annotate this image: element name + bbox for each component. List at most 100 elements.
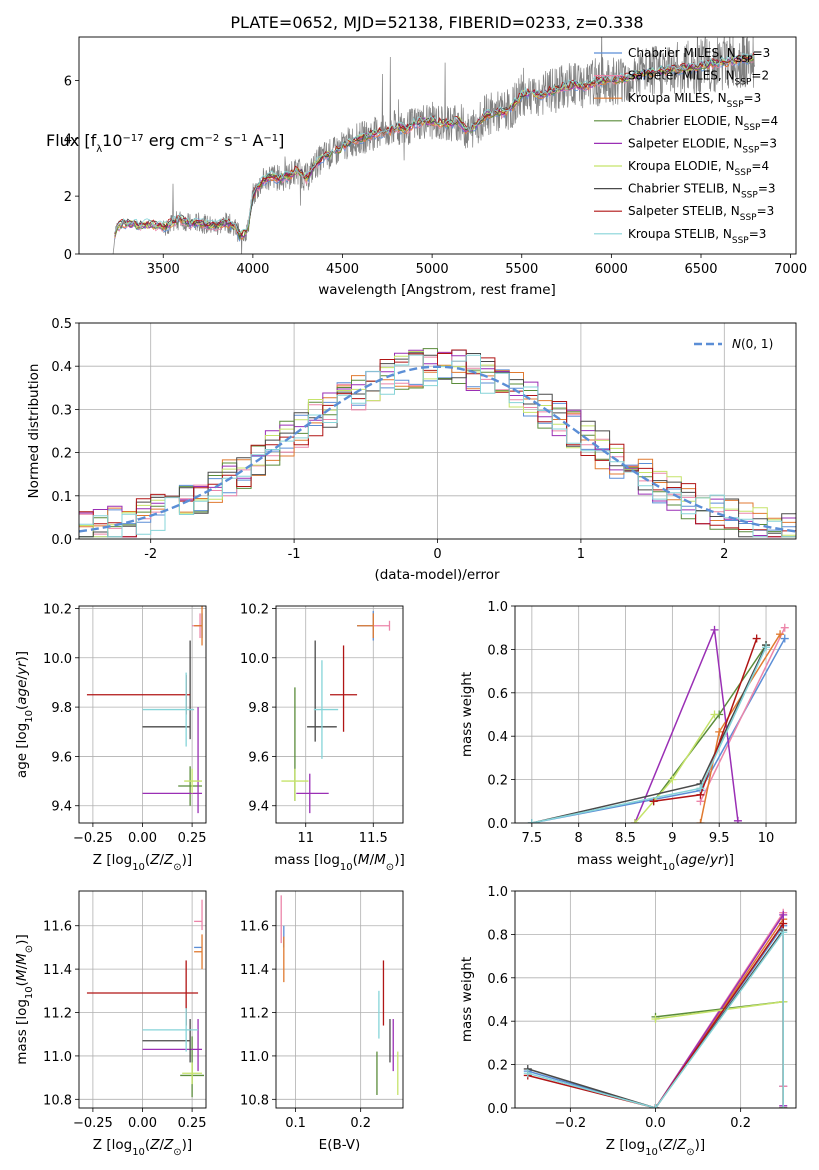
legend-label: Kroupa STELIB, N <box>628 227 732 241</box>
y-tick-label: 10.0 <box>240 652 269 667</box>
label-part: / <box>672 1137 677 1153</box>
label-part: A <box>247 131 263 150</box>
legend-count: =3 <box>749 227 767 241</box>
label-part: ⊙ <box>173 1147 181 1158</box>
axes-frame <box>78 890 207 1109</box>
legend-count: =4 <box>751 159 769 173</box>
plot-area-spectrum <box>112 37 756 254</box>
legend-entry: Chabrier MILES, NSSP=3 <box>628 46 770 65</box>
label-part: / <box>159 1137 164 1153</box>
y-tick-label: 11.0 <box>240 1050 269 1065</box>
x-tick-label: 0.2 <box>730 1116 751 1131</box>
y-tick-label: 0.2 <box>487 774 508 789</box>
x-tick-label: 11 <box>297 831 314 846</box>
x-tick-label: 0.25 <box>178 831 207 846</box>
mass-weight-line <box>527 929 784 1108</box>
label-part: Z [log <box>606 1137 645 1153</box>
y-tick-label: 11.4 <box>43 963 72 978</box>
x-tick-label: 8.5 <box>615 831 636 846</box>
label-part: E(B-V) <box>319 1137 361 1153</box>
y-tick-label: 0.1 <box>51 490 72 505</box>
label-part: / <box>159 852 164 868</box>
x-tick-label: 0.25 <box>178 1116 207 1131</box>
x-axis-label: Z [log10(Z/Z⊙)] <box>93 852 192 873</box>
y-tick-label: 1.0 <box>487 600 508 615</box>
label-part: Flux [f <box>46 131 97 150</box>
y-tick-label: 0.0 <box>487 817 508 832</box>
y-tick-label: 4 <box>64 132 72 147</box>
legend-label: Chabrier MILES, N <box>628 46 736 60</box>
axes-frame <box>78 36 797 255</box>
y-tick-label: 0.4 <box>487 730 508 745</box>
y-tick-label: 0.6 <box>487 972 508 987</box>
legend-subscript: SSP <box>742 145 759 155</box>
y-tick-label: 0.0 <box>51 533 72 548</box>
label-part: Z <box>149 852 160 868</box>
gaussian-curve <box>79 365 796 533</box>
label-part: age <box>680 852 705 868</box>
axes-frame <box>275 605 404 824</box>
mass-weight-marker <box>710 625 719 634</box>
x-tick-label: 4000 <box>236 262 269 277</box>
legend-entry: Salpeter STELIB, NSSP=3 <box>628 204 774 223</box>
axes-frame <box>78 322 797 540</box>
x-tick-label: 5500 <box>505 262 538 277</box>
label-part: )] <box>724 852 735 868</box>
mass-weight-marker <box>779 1104 788 1108</box>
label-part: ( <box>658 1137 663 1153</box>
x-tick-label: 7000 <box>774 262 807 277</box>
y-tick-label: 9.4 <box>248 800 269 815</box>
axes-residuals: -2 -1 0 1 2 0.0 0.1 0.2 0.3 0.4 0.5 N(0, 1) (data-mo… <box>26 317 797 583</box>
legend-subscript: SSP <box>732 236 749 246</box>
label-part: / <box>705 852 710 868</box>
x-tick-label: 6500 <box>684 262 717 277</box>
legend-entry: Kroupa ELODIE, NSSP=4 <box>628 159 769 178</box>
mass-weight-marker <box>733 816 742 823</box>
y-tick-label: 11.4 <box>240 963 269 978</box>
y-tick-label: 10.8 <box>43 1093 72 1108</box>
y-tick-label: 0 <box>64 248 72 263</box>
label-part: 10 <box>662 862 675 873</box>
label-part: −17 <box>123 133 144 144</box>
legend-subscript: SSP <box>744 123 761 133</box>
figure-title: PLATE=0652, MJD=52138, FIBERID=0233, z=0… <box>230 13 643 32</box>
mass-weight-line <box>699 627 786 802</box>
mass-weight-marker <box>752 634 761 643</box>
axes-mass_vs_ebv: 0.1 0.2 10.8 11.0 11.2 11.4 11.6 E(B-V) <box>240 890 404 1153</box>
label-part: / <box>14 964 30 969</box>
mass-weight-marker <box>651 1015 660 1024</box>
y-tick-label: 1.0 <box>487 885 508 900</box>
label-part: −2 <box>204 133 219 144</box>
mass-weight-marker <box>710 710 719 719</box>
x-axis-label: (data-model)/error <box>374 567 500 583</box>
label-part: −1 <box>233 133 248 144</box>
y-tick-label: 9.6 <box>51 750 72 765</box>
label-part: mass [log <box>14 999 30 1065</box>
y-tick-label: 11.2 <box>43 1007 72 1022</box>
label-part: Z [log <box>93 1137 132 1153</box>
legend-subscript: SSP <box>740 213 757 223</box>
label-part: )] <box>182 852 193 868</box>
legend-subscript: SSP <box>727 100 744 110</box>
y-tick-label: 9.8 <box>248 701 269 716</box>
mass-weight-marker <box>696 784 705 793</box>
y-tick-label: 9.4 <box>51 800 72 815</box>
label-part: M <box>14 953 30 965</box>
mass-weight-marker <box>779 928 788 937</box>
x-tick-label: -2 <box>144 547 157 562</box>
label-part: Z <box>149 1137 160 1153</box>
x-tick-label: −0.25 <box>73 831 113 846</box>
label-part: )] <box>14 934 30 945</box>
mass-weight-marker <box>715 727 724 736</box>
plot-area-mass_vs_ebv <box>280 895 399 1095</box>
legend-subscript: SSP <box>735 78 752 88</box>
label-part: −1 <box>263 133 278 144</box>
label-part: ( <box>353 852 358 868</box>
label-part: M <box>374 852 386 868</box>
legend-entry: Kroupa MILES, NSSP=3 <box>628 91 761 110</box>
label-part: ] <box>278 131 284 150</box>
y-tick-label: 0.4 <box>51 360 72 375</box>
axes-frame <box>275 890 404 1109</box>
y-tick-label: 11.6 <box>240 920 269 935</box>
